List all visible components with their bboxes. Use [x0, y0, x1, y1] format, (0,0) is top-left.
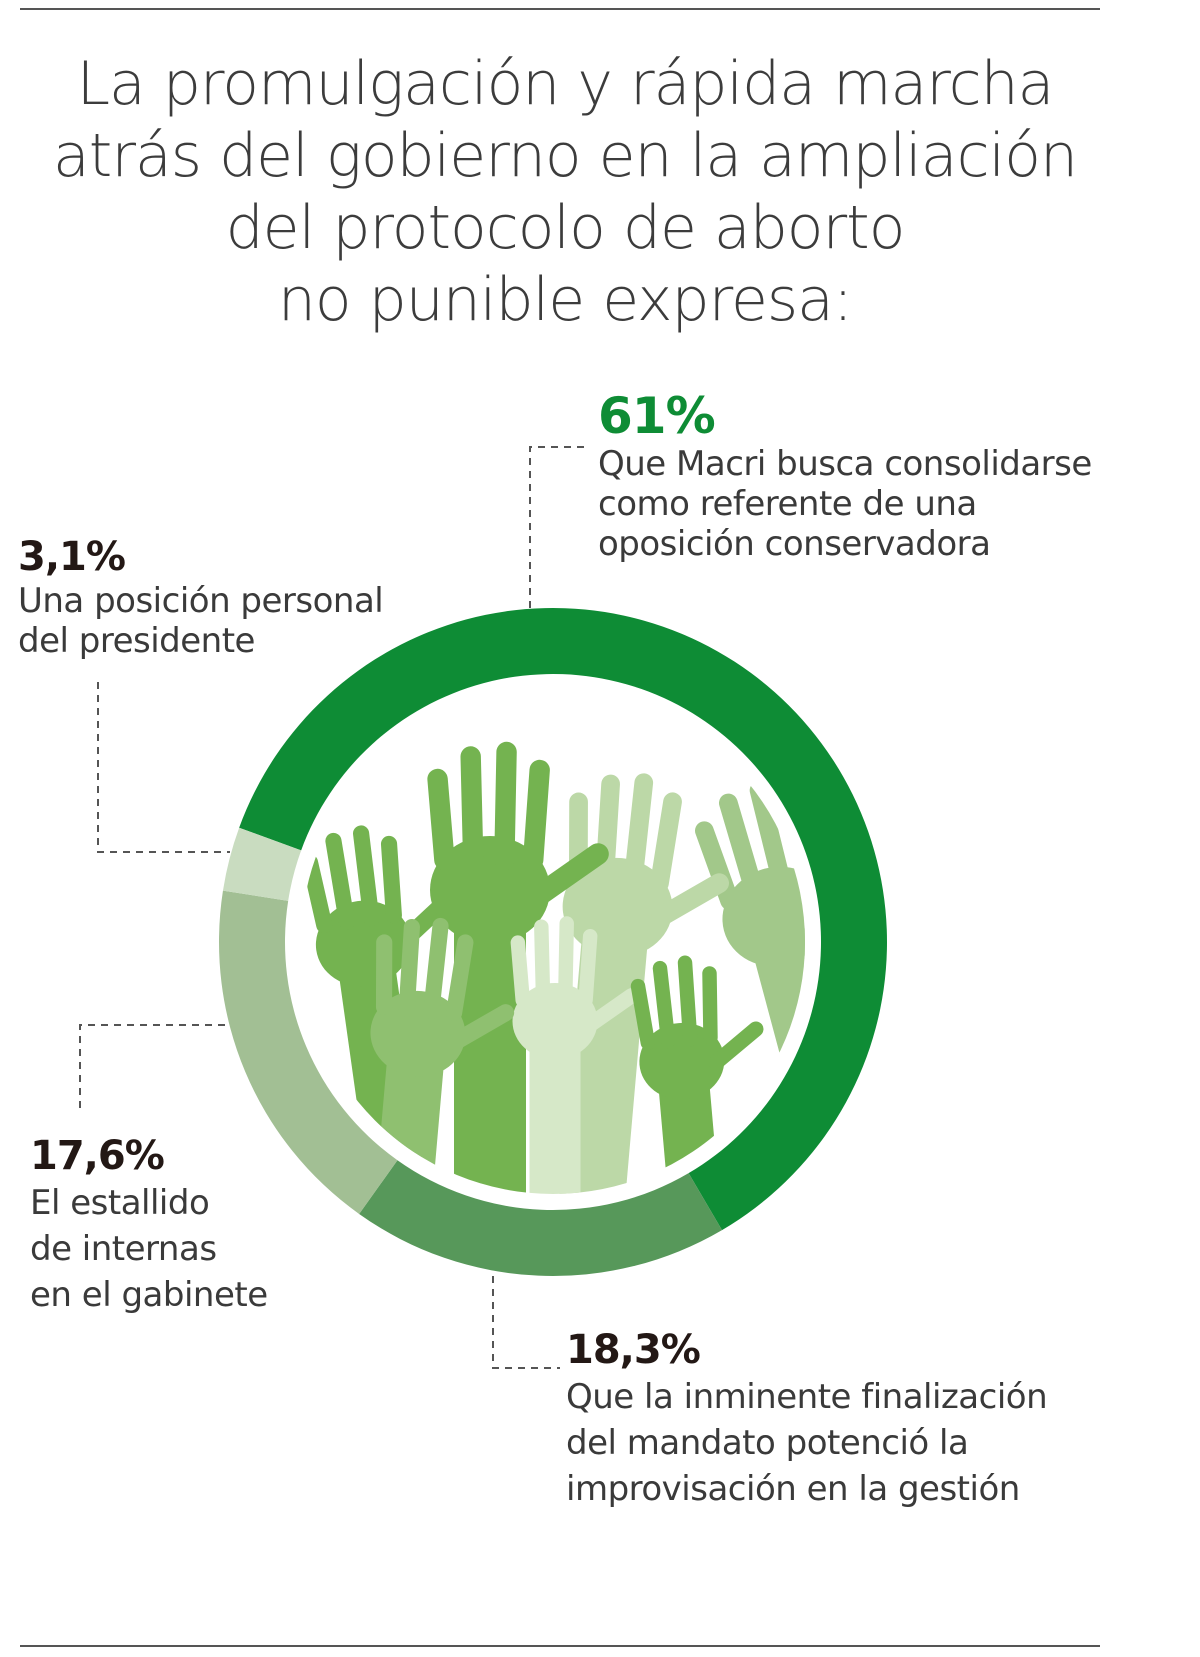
slice-label-line: oposición conservadora — [598, 524, 991, 564]
slice-value: 3,1% — [18, 534, 126, 580]
label-18-3: 18,3% Que la inminente finalización del … — [566, 1326, 1048, 1512]
slice-label-line: El estallido — [30, 1183, 210, 1223]
bottom-rule — [20, 1645, 1100, 1647]
hand-icon — [630, 955, 764, 1194]
slice-label-line: Que Macri busca consolidarse — [598, 444, 1092, 484]
slice-label-line: como referente de una — [598, 484, 977, 524]
slice-label-line: del presidente — [18, 621, 255, 661]
leader-line — [97, 682, 230, 853]
chart-title: La promulgación y rápida marcha atrás de… — [20, 48, 1110, 336]
leader-line — [492, 1276, 560, 1369]
leader-line — [79, 1024, 225, 1110]
slice-label-line: improvisación en la gestión — [566, 1469, 1020, 1509]
top-rule — [20, 8, 1100, 10]
title-line: La promulgación y rápida marcha — [76, 49, 1055, 119]
slice-label-line: Que la inminente finalización — [566, 1377, 1048, 1417]
slice-value: 17,6% — [30, 1133, 165, 1179]
slice-value: 61% — [598, 387, 716, 445]
hand-icon — [362, 917, 515, 1194]
slice-value: 18,3% — [566, 1327, 701, 1373]
title-line: no punible expresa: — [277, 265, 853, 335]
slice-17-6 — [218, 890, 398, 1214]
label-3-1: 3,1% Una posición personal del president… — [18, 533, 384, 661]
slice-18-3 — [359, 1160, 723, 1277]
raised-hands-illustration — [301, 741, 805, 1194]
label-61: 61% Que Macri busca consolidarse como re… — [598, 388, 1092, 564]
hand-icon — [510, 916, 640, 1194]
slice-label-line: de internas — [30, 1229, 217, 1269]
slice-3-1 — [222, 827, 302, 901]
title-line: atrás del gobierno en la ampliación — [53, 121, 1078, 191]
slice-label-line: del mandato potenció la — [566, 1423, 969, 1463]
label-17-6: 17,6% El estallido de internas en el gab… — [30, 1132, 268, 1318]
title-line: del protocolo de aborto — [225, 193, 906, 263]
leader-line — [529, 446, 590, 608]
slice-label-line: en el gabinete — [30, 1275, 268, 1315]
slice-label-line: Una posición personal — [18, 581, 384, 621]
